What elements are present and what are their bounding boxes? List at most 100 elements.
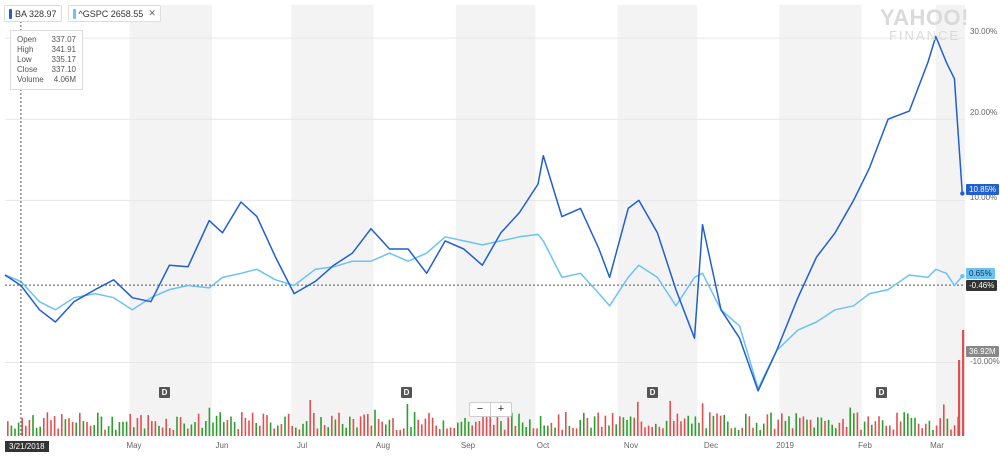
volume-bar (842, 418, 844, 436)
volume-bar (302, 423, 304, 436)
volume-bar (280, 424, 283, 436)
volume-bar (809, 419, 812, 436)
tooltip-value: 4.06M (53, 75, 76, 84)
tooltip-row-close: Close 337.10 (17, 65, 76, 75)
volume-bar (460, 421, 463, 436)
volume-bar (565, 412, 567, 436)
volume-bar (784, 420, 787, 436)
volume-bar (179, 417, 182, 436)
volume-bar (799, 417, 801, 436)
volume-bar (554, 427, 556, 436)
volume-bar (586, 418, 589, 436)
legend-swatch-gspc (72, 8, 76, 19)
volume-bar (39, 426, 41, 436)
ba-line-end-dot (960, 191, 965, 196)
dividend-marker[interactable]: D (159, 387, 170, 398)
volume-bar (925, 423, 927, 436)
ohlc-tooltip: Open 337.07 High 341.91 Low 335.17 Close 337… (10, 30, 83, 90)
volume-bar (741, 427, 743, 436)
volume-bar (889, 425, 891, 436)
volume-bar (284, 416, 286, 436)
x-tick-label: May (126, 441, 142, 450)
volume-bar (590, 427, 592, 436)
zoom-controls: − + (469, 402, 512, 417)
legend-item-gspc[interactable]: ^GSPC 2658.55 ✕ (67, 5, 161, 22)
volume-bar (914, 417, 916, 436)
y-tick-label: 30.00% (970, 27, 998, 36)
zoom-out-button[interactable]: − (476, 403, 484, 415)
volume-bar (107, 426, 110, 436)
volume-bar (151, 421, 153, 436)
volume-bar (845, 426, 848, 436)
volume-bar (349, 416, 351, 436)
volume-bar (615, 424, 617, 436)
volume-bar (604, 415, 607, 436)
x-tick-label: Jul (296, 441, 308, 450)
volume-bar (691, 423, 693, 436)
x-tick-label: Aug (375, 441, 391, 450)
volume-bar (745, 413, 747, 436)
volume-bar (100, 416, 103, 436)
volume-bar (838, 422, 841, 436)
volume-bar (896, 412, 898, 436)
volume-bar (640, 421, 643, 436)
tooltip-label: Close (17, 65, 38, 74)
volume-bar (161, 427, 164, 436)
volume-bar (730, 428, 733, 436)
volume-bar (251, 412, 254, 436)
volume-bar (669, 400, 671, 436)
month-band (291, 5, 374, 436)
volume-bar (953, 425, 956, 436)
y-tick-label: 20.00% (970, 108, 998, 117)
volume-bar (622, 417, 625, 436)
volume-bar (529, 419, 531, 436)
x-tick-label: Oct (536, 441, 550, 450)
volume-bar (7, 421, 9, 436)
tooltip-row-low: Low 335.17 (17, 55, 76, 65)
logo-line2: FINANCE (888, 28, 961, 43)
volume-bar (53, 416, 56, 436)
volume-bar (377, 418, 380, 436)
volume-bar (932, 429, 934, 436)
dividend-marker[interactable]: D (647, 387, 658, 398)
dividend-marker[interactable]: D (876, 387, 887, 398)
volume-bar (61, 414, 63, 436)
month-band (617, 5, 698, 436)
volume-bar (489, 416, 491, 436)
volume-bar (86, 421, 88, 436)
volume-bar (802, 416, 805, 436)
close-icon[interactable]: ✕ (148, 8, 156, 18)
volume-bar (208, 407, 211, 436)
volume-bar (273, 428, 275, 436)
volume-bar (885, 425, 887, 436)
x-tick-label: Jun (215, 441, 229, 450)
volume-bar (593, 416, 596, 436)
volume-bar (962, 330, 965, 436)
volume-bar (75, 422, 77, 436)
volume-bar (770, 412, 772, 436)
volume-bar (255, 422, 257, 436)
volume-bar (860, 429, 862, 436)
volume-bar (601, 426, 603, 436)
volume-bar (14, 428, 16, 436)
baseline-badge: -0.46% (966, 280, 998, 291)
volume-bar (165, 418, 167, 436)
volume-bar (17, 422, 20, 436)
volume-bar (392, 418, 394, 436)
volume-bar (309, 400, 311, 436)
volume-bar (849, 407, 851, 436)
volume-bar (482, 415, 484, 436)
volume-bar (435, 425, 437, 436)
dividend-marker[interactable]: D (401, 387, 412, 398)
volume-bar (421, 424, 423, 436)
legend-label-gspc: ^GSPC 2658.55 (78, 8, 144, 19)
zoom-in-button[interactable]: + (490, 403, 511, 416)
volume-bar (813, 427, 815, 436)
volume-bar (532, 428, 535, 436)
volume-bar (557, 414, 560, 436)
volume-bar (727, 421, 729, 436)
volume-bar (269, 422, 272, 436)
legend-item-ba[interactable]: BA 328.97 (4, 5, 62, 22)
volume-bar (611, 412, 614, 436)
